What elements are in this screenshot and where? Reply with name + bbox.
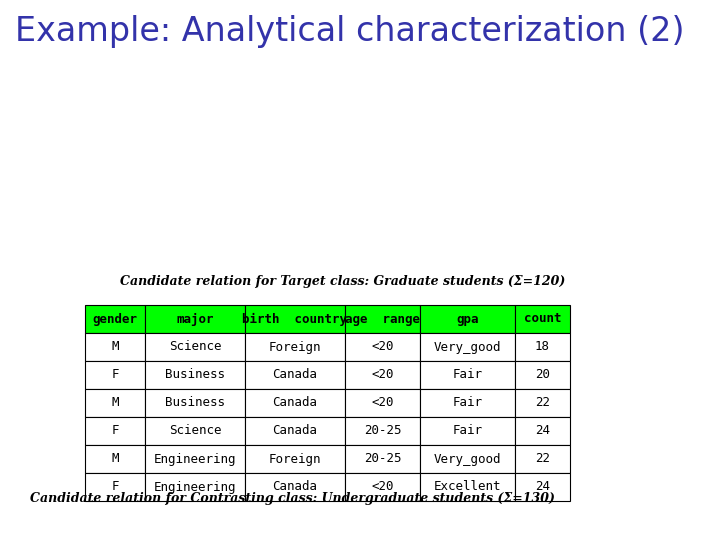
Bar — [420, 445, 515, 473]
Bar — [345, 445, 420, 473]
Text: count: count — [523, 313, 562, 326]
Bar — [515, 361, 570, 389]
Text: F: F — [112, 481, 119, 494]
Bar — [420, 333, 515, 361]
Text: F: F — [112, 368, 119, 381]
Bar — [245, 473, 345, 501]
Bar — [245, 305, 345, 333]
Text: Engineering: Engineering — [154, 453, 236, 465]
Text: F: F — [112, 424, 119, 437]
Bar — [345, 389, 420, 417]
Bar — [245, 361, 345, 389]
Text: 24: 24 — [535, 424, 550, 437]
Bar — [85, 417, 145, 445]
Bar — [85, 361, 145, 389]
Bar — [345, 361, 420, 389]
Bar — [85, 305, 145, 333]
Bar — [515, 333, 570, 361]
Text: birth  country: birth country — [243, 313, 348, 326]
Text: Science: Science — [168, 424, 221, 437]
Bar — [420, 417, 515, 445]
Bar — [515, 473, 570, 501]
Text: 18: 18 — [535, 341, 550, 354]
Bar — [420, 361, 515, 389]
Bar — [245, 389, 345, 417]
Text: Foreign: Foreign — [269, 453, 321, 465]
Bar — [85, 333, 145, 361]
Text: 20: 20 — [535, 368, 550, 381]
Text: <20: <20 — [372, 368, 394, 381]
Text: <20: <20 — [372, 396, 394, 409]
Text: M: M — [112, 453, 119, 465]
Bar — [515, 445, 570, 473]
Text: Very_good: Very_good — [433, 341, 501, 354]
Text: gender: gender — [92, 313, 138, 326]
Text: 20-25: 20-25 — [364, 453, 401, 465]
Text: gpa: gpa — [456, 313, 479, 326]
Bar — [515, 389, 570, 417]
Text: Fair: Fair — [452, 424, 482, 437]
Text: Excellent: Excellent — [433, 481, 501, 494]
Bar — [85, 389, 145, 417]
Text: Engineering: Engineering — [154, 481, 236, 494]
Bar — [345, 473, 420, 501]
Text: Very_good: Very_good — [433, 453, 501, 465]
Text: 22: 22 — [535, 453, 550, 465]
Text: Foreign: Foreign — [269, 341, 321, 354]
Bar — [420, 305, 515, 333]
Bar — [145, 445, 245, 473]
Text: major: major — [176, 313, 214, 326]
Text: 22: 22 — [535, 396, 550, 409]
Text: Canada: Canada — [272, 396, 318, 409]
Bar — [145, 473, 245, 501]
Text: Canada: Canada — [272, 424, 318, 437]
Text: Candidate relation for Contrasting class: Undergraduate students (Σ=130): Candidate relation for Contrasting class… — [30, 492, 555, 505]
Bar — [245, 333, 345, 361]
Bar — [85, 473, 145, 501]
Bar — [345, 305, 420, 333]
Bar — [85, 445, 145, 473]
Text: Science: Science — [168, 341, 221, 354]
Text: Business: Business — [165, 368, 225, 381]
Bar — [145, 361, 245, 389]
Text: M: M — [112, 341, 119, 354]
Text: Fair: Fair — [452, 368, 482, 381]
Bar — [515, 417, 570, 445]
Text: Canada: Canada — [272, 481, 318, 494]
Text: Example: Analytical characterization (2): Example: Analytical characterization (2) — [15, 15, 685, 48]
Text: Business: Business — [165, 396, 225, 409]
Bar — [345, 417, 420, 445]
Text: 24: 24 — [535, 481, 550, 494]
Text: 20-25: 20-25 — [364, 424, 401, 437]
Bar — [245, 445, 345, 473]
Bar — [145, 305, 245, 333]
Bar — [145, 333, 245, 361]
Text: <20: <20 — [372, 341, 394, 354]
Bar — [345, 333, 420, 361]
Text: Canada: Canada — [272, 368, 318, 381]
Bar — [515, 305, 570, 333]
Bar — [420, 389, 515, 417]
Bar — [420, 473, 515, 501]
Text: <20: <20 — [372, 481, 394, 494]
Text: age  range: age range — [345, 313, 420, 326]
Text: M: M — [112, 396, 119, 409]
Bar — [145, 417, 245, 445]
Bar — [145, 389, 245, 417]
Bar — [245, 417, 345, 445]
Text: Candidate relation for Target class: Graduate students (Σ=120): Candidate relation for Target class: Gra… — [120, 275, 565, 288]
Text: Fair: Fair — [452, 396, 482, 409]
